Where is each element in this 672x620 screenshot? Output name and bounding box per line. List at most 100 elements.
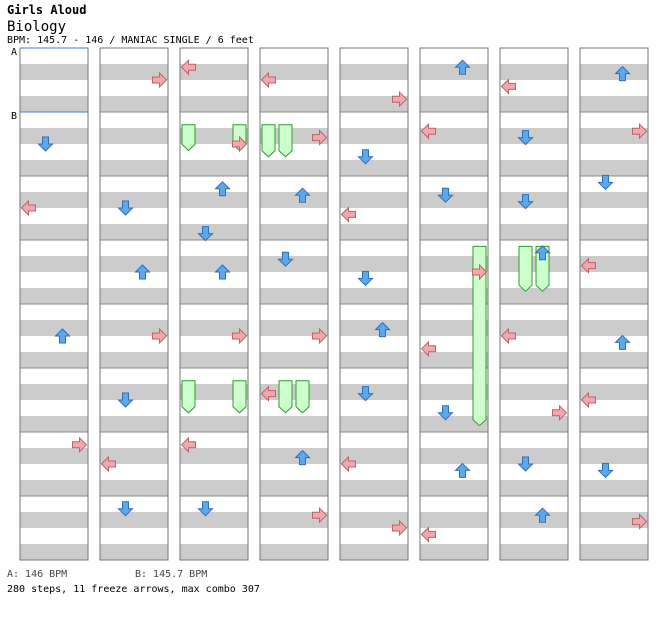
- freeze-arrow: [261, 124, 276, 158]
- step-arrow-left: [580, 391, 596, 409]
- beat-stripe: [340, 512, 408, 528]
- step-arrow-right: [232, 327, 248, 345]
- beat-stripe: [500, 480, 568, 496]
- step-arrow-left: [500, 78, 516, 95]
- beat-stripe: [580, 160, 648, 176]
- column-border: [499, 47, 569, 561]
- beat-stripe: [180, 512, 248, 528]
- beat-stripe: [20, 544, 88, 560]
- song-artist: Girls Aloud: [7, 3, 87, 17]
- beat-stripe: [500, 512, 568, 528]
- beat-stripe: [420, 320, 488, 336]
- beat-stripe: [100, 352, 168, 368]
- beat-stripe: [100, 160, 168, 176]
- step-arrow-down: [277, 251, 294, 267]
- step-arrow-down: [197, 501, 214, 517]
- step-arrow-up: [534, 507, 551, 523]
- song-title: Biology: [7, 19, 67, 35]
- footer-stats: 280 steps, 11 freeze arrows, max combo 3…: [7, 584, 260, 595]
- step-arrow-right: [152, 327, 168, 345]
- beat-stripe: [100, 480, 168, 496]
- beat-stripe: [180, 416, 248, 432]
- beat-stripe: [340, 448, 408, 464]
- beat-stripe: [420, 288, 488, 304]
- step-arrow-right: [312, 327, 328, 345]
- beat-stripe: [420, 512, 488, 528]
- beat-stripe: [420, 192, 488, 208]
- beat-stripe: [340, 160, 408, 176]
- beat-stripe: [260, 288, 328, 304]
- beat-stripe: [580, 64, 648, 80]
- beat-stripe: [20, 416, 88, 432]
- beat-stripe: [20, 352, 88, 368]
- beat-stripe: [340, 544, 408, 560]
- freeze-arrow: [232, 380, 247, 414]
- step-arrow-down: [117, 392, 134, 408]
- step-arrow-left: [260, 71, 276, 89]
- beat-stripe: [20, 160, 88, 176]
- beat-stripe: [500, 256, 568, 272]
- beat-stripe: [340, 96, 408, 112]
- beat-stripe: [180, 544, 248, 560]
- step-arrow-down: [517, 194, 534, 210]
- beat-stripe: [20, 320, 88, 336]
- beat-stripe: [260, 448, 328, 464]
- beat-stripe: [420, 224, 488, 240]
- footer-bpm-a: A: 146 BPM: [7, 569, 68, 580]
- step-arrow-down: [517, 456, 534, 472]
- beat-stripe: [100, 256, 168, 272]
- step-arrow-down: [357, 270, 374, 287]
- beat-stripe: [580, 544, 648, 560]
- beat-stripe: [20, 512, 88, 528]
- beat-stripe: [580, 512, 648, 528]
- beat-stripe: [500, 96, 568, 112]
- step-arrow-up: [294, 187, 311, 203]
- footer-bpm-b: B: 145.7 BPM: [135, 569, 208, 580]
- beat-stripe: [20, 224, 88, 240]
- beat-stripe: [340, 64, 408, 80]
- beat-stripe: [180, 192, 248, 208]
- chart-info: BPM: 145.7 - 146 / MANIAC SINGLE / 6 fee…: [7, 35, 254, 46]
- beat-stripe: [580, 288, 648, 304]
- beat-stripe: [260, 224, 328, 240]
- step-arrow-down: [197, 226, 214, 242]
- step-arrow-left: [180, 436, 196, 454]
- beat-stripe: [20, 64, 88, 80]
- beat-stripe: [500, 64, 568, 80]
- beat-stripe: [180, 224, 248, 240]
- beat-stripe: [260, 320, 328, 336]
- step-arrow-down: [37, 136, 54, 152]
- freeze-arrow: [278, 124, 293, 158]
- step-arrow-left: [180, 58, 196, 76]
- step-arrow-left: [20, 199, 36, 217]
- step-arrow-right: [312, 506, 328, 524]
- beat-stripe: [260, 384, 328, 400]
- step-arrow-down: [117, 200, 134, 216]
- beat-stripe: [260, 128, 328, 144]
- step-arrow-left: [580, 257, 596, 274]
- step-arrow-right: [312, 129, 328, 146]
- step-arrow-up: [614, 65, 631, 82]
- column-border: [419, 47, 489, 561]
- beat-stripe: [420, 480, 488, 496]
- beat-stripe: [20, 96, 88, 112]
- beat-stripe: [340, 128, 408, 144]
- beat-stripe: [340, 352, 408, 368]
- step-arrow-left: [260, 385, 276, 402]
- beat-stripe: [100, 128, 168, 144]
- beat-stripe: [340, 192, 408, 208]
- beat-stripe: [340, 288, 408, 304]
- beat-stripe: [500, 448, 568, 464]
- step-arrow-down: [357, 386, 374, 402]
- bpm-marker-a: A: [11, 47, 18, 58]
- step-arrow-left: [100, 455, 116, 473]
- step-arrow-up: [454, 462, 471, 478]
- step-arrow-up: [374, 321, 391, 338]
- step-arrow-down: [517, 130, 534, 146]
- beat-stripe: [260, 352, 328, 368]
- beat-stripe: [180, 96, 248, 112]
- beat-stripe: [20, 256, 88, 272]
- beat-stripe: [100, 64, 168, 80]
- step-arrow-up: [454, 59, 471, 75]
- freeze-arrow: [295, 380, 310, 414]
